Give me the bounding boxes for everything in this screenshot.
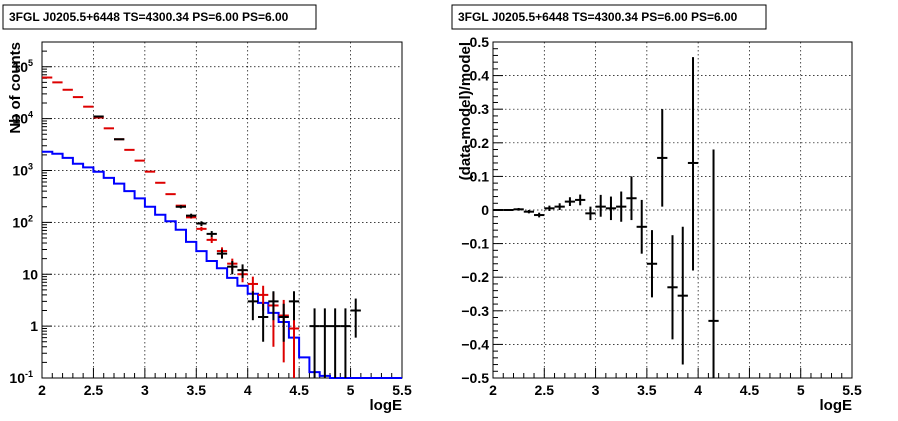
data-point — [186, 213, 197, 218]
counts-marks — [42, 76, 402, 379]
residuals-axes: 2 2.5 3 3.5 4 4.5 5 5.5 −0.5 −0.4 −0.3 −0.2 −0.1 0 0.1… — [461, 34, 862, 398]
data-point — [196, 221, 207, 227]
data-point — [175, 205, 186, 209]
counts-x-tick-label: 3 — [141, 382, 149, 398]
counts-y-tick-label: 10 — [22, 266, 38, 282]
residual-point — [646, 230, 658, 298]
residuals-y-tick-label: −0.1 — [461, 236, 489, 252]
residual-point — [544, 205, 555, 212]
residuals-grid — [493, 42, 852, 378]
residuals-x-tick-label: 2 — [489, 382, 497, 398]
residual-point — [677, 226, 688, 365]
counts-x-tick-label: 2.5 — [84, 382, 104, 398]
residuals-x-axis-label: logE — [820, 397, 853, 414]
residual-point — [585, 206, 596, 221]
counts-x-tick-label: 4 — [244, 382, 252, 398]
residuals-y-tick-label: 0 — [481, 202, 489, 218]
residual-point — [503, 208, 514, 212]
data-point — [247, 291, 258, 321]
counts-x-tick-label: 4.5 — [289, 382, 309, 398]
residuals-y-tick-label: 0.5 — [470, 34, 490, 50]
counts-y-tick-label: 103 — [12, 162, 33, 179]
residuals-x-tick-label: 5 — [797, 382, 805, 398]
data-point — [330, 308, 341, 378]
residual-point — [534, 212, 545, 218]
model-error-bar — [196, 226, 207, 232]
residuals-y-tick-label: −0.2 — [461, 269, 489, 285]
residuals-y-tick-label: 0.2 — [470, 135, 490, 151]
data-point — [227, 261, 238, 275]
counts-chart-title: 3FGL J0205.5+6448 TS=4300.34 PS=6.00 PS=… — [9, 10, 289, 24]
counts-y-tick-label: 105 — [12, 58, 33, 75]
data-point — [258, 303, 269, 342]
data-point — [206, 231, 217, 238]
residuals-y-tick-label: −0.5 — [461, 370, 489, 386]
residual-point — [605, 196, 617, 221]
residual-point — [575, 194, 586, 206]
counts-y-tick-label: 1 — [30, 318, 38, 334]
residuals-y-tick-label: −0.3 — [461, 303, 489, 319]
counts-grid — [42, 42, 402, 378]
counts-axes: 2 2.5 3 3.5 4 4.5 5 5.5 10-1 1 10 102 103 104 105 — [9, 41, 412, 398]
counts-y-axis-label: Nb of counts — [7, 42, 24, 134]
data-point — [288, 291, 300, 321]
residuals-x-tick-label: 2.5 — [535, 382, 555, 398]
data-point — [237, 264, 248, 278]
residuals-chart-panel: 2 2.5 3 3.5 4 4.5 5 5.5 −0.5 −0.4 −0.3 −0.2 −0.1 0 0.1… — [451, 4, 862, 414]
counts-y-tick-label: 104 — [12, 110, 33, 127]
residual-point — [687, 57, 699, 271]
residual-point — [523, 210, 535, 214]
residual-point — [636, 199, 647, 254]
data-point — [319, 308, 330, 378]
counts-plot-frame — [41, 41, 403, 379]
data-point — [216, 249, 228, 259]
counts-x-axis-label: logE — [370, 397, 403, 414]
residual-point — [513, 207, 524, 211]
data-point — [309, 308, 320, 378]
counts-y-tick-label: 102 — [12, 213, 33, 230]
counts-chart-panel: 2 2.5 3 3.5 4 4.5 5 5.5 10-1 1 10 102 103 104 105 3FGL… — [2, 4, 412, 414]
counts-title-box — [2, 4, 317, 30]
residuals-marks — [493, 57, 719, 378]
data-point — [278, 303, 289, 342]
residual-point — [554, 203, 565, 210]
model-error-bar — [206, 237, 217, 244]
residuals-x-tick-label: 3 — [592, 382, 600, 398]
counts-y-tick-label: 10-1 — [9, 369, 33, 386]
data-point — [268, 291, 279, 321]
residuals-y-tick-label: 0.4 — [470, 68, 490, 84]
residuals-x-tick-label: 3.5 — [637, 382, 657, 398]
residuals-y-tick-label: 0.3 — [470, 101, 490, 117]
residual-point — [626, 176, 637, 221]
residuals-y-tick-label: −0.4 — [461, 336, 489, 352]
residual-point — [595, 194, 606, 217]
residual-point — [667, 235, 678, 340]
residuals-y-axis-label: (data-model)/model — [457, 42, 474, 180]
residual-point — [708, 149, 719, 378]
residual-point — [564, 197, 576, 206]
data-point — [350, 298, 361, 338]
residuals-title-box — [451, 4, 767, 30]
residuals-x-tick-label: 4 — [694, 382, 702, 398]
residual-point — [493, 208, 504, 212]
counts-x-tick-label: 2 — [38, 382, 46, 398]
counts-x-tick-label: 5.5 — [392, 382, 412, 398]
residuals-chart-title: 3FGL J0205.5+6448 TS=4300.34 PS=6.00 PS=… — [458, 10, 738, 24]
residuals-y-tick-label: 0.1 — [470, 168, 490, 184]
residuals-x-tick-label: 4.5 — [740, 382, 760, 398]
counts-x-tick-label: 3.5 — [187, 382, 207, 398]
residual-point — [616, 191, 627, 222]
data-point — [340, 308, 351, 378]
counts-x-tick-label: 5 — [347, 382, 355, 398]
residuals-x-tick-label: 5.5 — [842, 382, 862, 398]
residual-point — [657, 109, 668, 207]
